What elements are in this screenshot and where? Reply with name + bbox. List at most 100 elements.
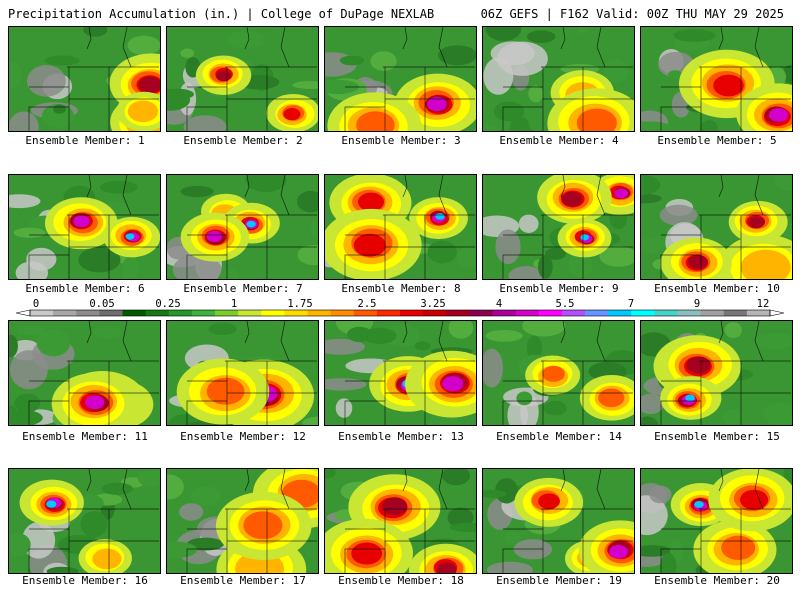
ensemble-member-label: Ensemble Member: 12 xyxy=(180,430,306,443)
precip-map xyxy=(167,321,318,425)
ensemble-map-panel xyxy=(640,468,793,574)
precip-map xyxy=(9,321,160,425)
colorbar-segment xyxy=(746,310,771,316)
ensemble-member-label: Ensemble Member: 20 xyxy=(654,574,780,587)
valid-time: 06Z GEFS | F162 Valid: 00Z THU MAY 29 20… xyxy=(480,7,784,21)
colorbar-segment xyxy=(446,310,470,316)
colorbar-tick-label: 2.5 xyxy=(357,298,377,310)
ensemble-map-panel xyxy=(166,174,319,280)
colorbar-segment xyxy=(585,310,609,316)
ensemble-map-panel xyxy=(482,174,635,280)
colorbar-tick-label: 9 xyxy=(693,298,701,310)
precip-map xyxy=(641,321,792,425)
ensemble-member-label: Ensemble Member: 16 xyxy=(22,574,148,587)
ensemble-map-panel xyxy=(166,320,319,426)
ensemble-map-panel xyxy=(8,468,161,574)
precip-map xyxy=(483,27,634,131)
precip-map xyxy=(167,27,318,131)
colorbar-segment xyxy=(30,310,54,316)
ensemble-member-label: Ensemble Member: 17 xyxy=(180,574,306,587)
ensemble-member-label: Ensemble Member: 15 xyxy=(654,430,780,443)
ensemble-member-label: Ensemble Member: 13 xyxy=(338,430,464,443)
precip-map xyxy=(9,27,160,131)
precip-map xyxy=(325,469,476,573)
ensemble-member-label: Ensemble Member: 9 xyxy=(499,282,619,295)
ensemble-map-panel xyxy=(482,468,635,574)
colorbar-segment xyxy=(330,310,355,316)
colorbar-segment xyxy=(538,310,563,316)
ensemble-map-panel xyxy=(324,468,477,574)
ensemble-member-label: Ensemble Member: 7 xyxy=(183,282,303,295)
precip-map xyxy=(641,469,792,573)
precip-map xyxy=(483,175,634,279)
colorbar-tick-label: 1.75 xyxy=(287,298,313,310)
map-title: Precipitation Accumulation (in.) | Colle… xyxy=(8,7,435,21)
ensemble-member-label: Ensemble Member: 2 xyxy=(183,134,303,147)
colorbar-segment xyxy=(261,310,285,316)
colorbar-segment xyxy=(469,310,493,316)
colorbar-segment xyxy=(423,310,447,316)
ensemble-map-panel xyxy=(640,320,793,426)
colorbar-right-arrow xyxy=(769,309,785,317)
colorbar-segment xyxy=(677,310,702,316)
ensemble-member-label: Ensemble Member: 6 xyxy=(25,282,145,295)
precip-colorbar xyxy=(15,309,785,317)
colorbar-segment xyxy=(353,310,378,316)
colorbar-segment xyxy=(284,310,308,316)
colorbar-tick-label: 5.5 xyxy=(555,298,575,310)
ensemble-map-panel xyxy=(166,26,319,132)
ensemble-member-label: Ensemble Member: 19 xyxy=(496,574,622,587)
colorbar-segment xyxy=(191,310,216,316)
colorbar-segment xyxy=(515,310,540,316)
ensemble-member-label: Ensemble Member: 5 xyxy=(657,134,777,147)
ensemble-member-label: Ensemble Member: 11 xyxy=(22,430,148,443)
ensemble-member-label: Ensemble Member: 3 xyxy=(341,134,461,147)
colorbar-tick-label: 7 xyxy=(627,298,635,310)
ensemble-member-label: Ensemble Member: 1 xyxy=(25,134,145,147)
colorbar-tick-label: 4 xyxy=(495,298,503,310)
colorbar-segment xyxy=(561,310,586,316)
precip-map xyxy=(325,27,476,131)
colorbar-tick-label: 0.05 xyxy=(89,298,115,310)
ensemble-member-label: Ensemble Member: 14 xyxy=(496,430,622,443)
ensemble-map-panel xyxy=(8,174,161,280)
colorbar-segment xyxy=(76,310,100,316)
precip-map xyxy=(325,321,476,425)
ensemble-map-panel xyxy=(8,26,161,132)
precip-map xyxy=(9,175,160,279)
precip-map xyxy=(641,175,792,279)
ensemble-member-label: Ensemble Member: 10 xyxy=(654,282,780,295)
colorbar-segment xyxy=(145,310,170,316)
colorbar-frame xyxy=(29,309,771,317)
colorbar-segment xyxy=(400,310,424,316)
ensemble-map-panel xyxy=(324,174,477,280)
ensemble-map-panel xyxy=(166,468,319,574)
colorbar-segment xyxy=(654,310,678,316)
colorbar-segment xyxy=(215,310,239,316)
colorbar-segment xyxy=(168,310,193,316)
colorbar-segment xyxy=(723,310,748,316)
colorbar-segment xyxy=(492,310,517,316)
colorbar-segment xyxy=(238,310,262,316)
colorbar-segment xyxy=(53,310,77,316)
precip-map xyxy=(641,27,792,131)
precip-map xyxy=(167,469,318,573)
colorbar-segment xyxy=(631,310,655,316)
precip-map xyxy=(9,469,160,573)
colorbar-segment xyxy=(608,310,632,316)
colorbar-tick-label: 3.25 xyxy=(420,298,446,310)
ensemble-map-panel xyxy=(640,26,793,132)
colorbar-segment xyxy=(122,310,147,316)
precip-map xyxy=(325,175,476,279)
colorbar-segment xyxy=(99,310,123,316)
ensemble-map-panel xyxy=(482,26,635,132)
ensemble-map-panel xyxy=(482,320,635,426)
colorbar-segment xyxy=(700,310,725,316)
colorbar-tick-label: 0.25 xyxy=(155,298,181,310)
colorbar-tick-label: 12 xyxy=(756,298,770,310)
colorbar-segment xyxy=(307,310,332,316)
ensemble-member-label: Ensemble Member: 18 xyxy=(338,574,464,587)
colorbar-tick-label: 0 xyxy=(32,298,40,310)
ensemble-map-panel xyxy=(324,320,477,426)
colorbar-segment xyxy=(376,310,401,316)
